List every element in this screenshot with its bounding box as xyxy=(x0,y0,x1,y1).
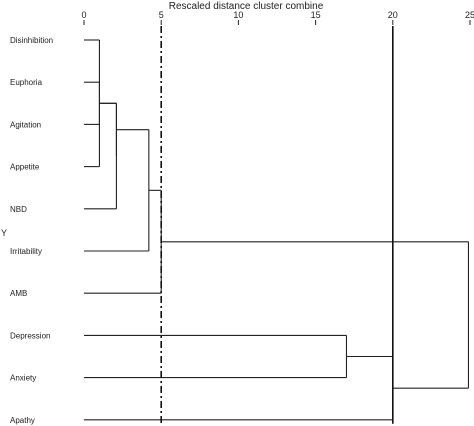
leaf-label-anxiety: Anxiety xyxy=(10,374,36,383)
leaf-labels: Disinhibition Euphoria Agitation Appetite NB… xyxy=(10,36,53,425)
leaf-label-appetite: Appetite xyxy=(10,163,40,172)
x-axis-ticks: 0 5 10 15 20 25 xyxy=(81,10,474,25)
tick-label-0: 0 xyxy=(81,10,86,20)
y-axis-label: Y xyxy=(1,228,7,238)
leaf-label-agitation: Agitation xyxy=(10,120,41,129)
leaf-label-apathy: Apathy xyxy=(10,416,35,425)
tick-label-10: 10 xyxy=(233,10,243,20)
leaf-label-irritability: Irritability xyxy=(10,247,42,256)
leaf-label-depression: Depression xyxy=(10,331,50,340)
chart-title: Rescaled distance cluster combine xyxy=(169,1,324,12)
tick-label-15: 15 xyxy=(311,10,321,20)
leaf-label-disinhibition: Disinhibition xyxy=(10,36,53,45)
tick-label-20: 20 xyxy=(388,10,398,20)
leaf-label-amb: AMB xyxy=(10,289,27,298)
dendrogram-tree xyxy=(84,39,470,421)
tick-label-5: 5 xyxy=(159,10,164,20)
tick-label-25: 25 xyxy=(465,10,474,20)
leaf-label-euphoria: Euphoria xyxy=(10,78,43,87)
leaf-label-nbd: NBD xyxy=(10,205,27,214)
threshold-lines xyxy=(160,26,394,424)
